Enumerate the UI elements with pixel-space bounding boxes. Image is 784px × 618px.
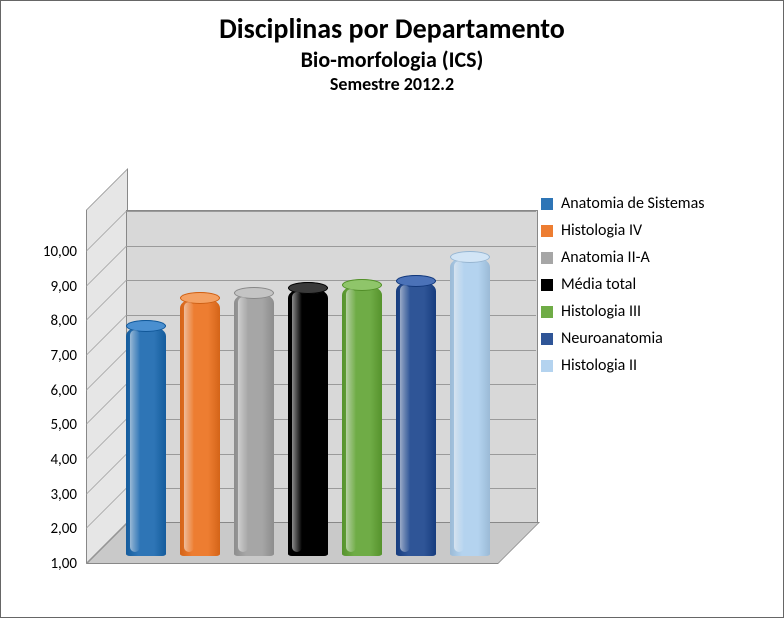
chart-title-block: Disciplinas por Departamento Bio-morfolo… <box>1 1 783 95</box>
bar-cylinder <box>180 298 220 556</box>
legend-label: Média total <box>561 275 636 294</box>
legend-item: Histologia III <box>541 302 771 321</box>
legend-label: Histologia II <box>561 356 637 375</box>
chart-title-semester: Semestre 2012.2 <box>1 73 783 95</box>
bar-cylinder <box>396 281 436 556</box>
legend-swatch <box>541 333 553 345</box>
y-tick-label: 2,00 <box>50 520 77 538</box>
y-tick-label: 4,00 <box>50 451 77 469</box>
legend-label: Neuroanatomia <box>561 329 663 348</box>
y-tick-label: 6,00 <box>50 382 77 400</box>
legend-swatch <box>541 306 553 318</box>
legend-item: Neuroanatomia <box>541 329 771 348</box>
legend-label: Histologia III <box>561 302 641 321</box>
legend-label: Histologia IV <box>561 221 642 240</box>
y-tick-label: 5,00 <box>50 416 77 434</box>
chart-title-main: Disciplinas por Departamento <box>1 11 783 46</box>
y-tick-label: 9,00 <box>50 278 77 296</box>
legend-item: Histologia II <box>541 356 771 375</box>
legend-swatch <box>541 252 553 264</box>
y-tick-label: 1,00 <box>50 555 77 573</box>
legend-item: Anatomia de Sistemas <box>541 194 771 213</box>
chart-legend: Anatomia de Sistemas Histologia IV Anatomi… <box>541 186 771 383</box>
legend-swatch <box>541 198 553 210</box>
legend-swatch <box>541 360 553 372</box>
bar-cylinder <box>126 326 166 556</box>
chart-title-sub: Bio-morfologia (ICS) <box>1 46 783 73</box>
y-tick-label: 7,00 <box>50 347 77 365</box>
legend-swatch <box>541 225 553 237</box>
bar-cylinder <box>342 285 382 556</box>
y-tick-label: 3,00 <box>50 486 77 504</box>
legend-label: Anatomia II-A <box>561 248 650 267</box>
bar-cylinder <box>450 257 490 556</box>
legend-item: Anatomia II-A <box>541 248 771 267</box>
y-tick-label: 10,00 <box>43 243 77 261</box>
legend-item: Histologia IV <box>541 221 771 240</box>
chart-bars <box>116 216 516 556</box>
bar-cylinder <box>234 293 274 556</box>
y-tick-label: 8,00 <box>50 312 77 330</box>
legend-item: Média total <box>541 275 771 294</box>
legend-swatch <box>541 279 553 291</box>
chart-area: 1,00 2,00 3,00 4,00 5,00 6,00 7,00 8,00 9,00 10,0… <box>21 166 521 596</box>
legend-label: Anatomia de Sistemas <box>561 194 705 213</box>
chart-y-axis-ticks: 1,002,003,004,005,006,007,008,009,0010,0… <box>21 212 81 564</box>
bar-cylinder <box>288 288 328 556</box>
